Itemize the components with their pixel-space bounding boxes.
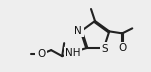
Text: O: O [118, 43, 126, 53]
Text: S: S [101, 44, 108, 54]
Text: O: O [37, 49, 45, 59]
Text: N: N [74, 26, 82, 36]
Text: NH: NH [65, 48, 81, 58]
